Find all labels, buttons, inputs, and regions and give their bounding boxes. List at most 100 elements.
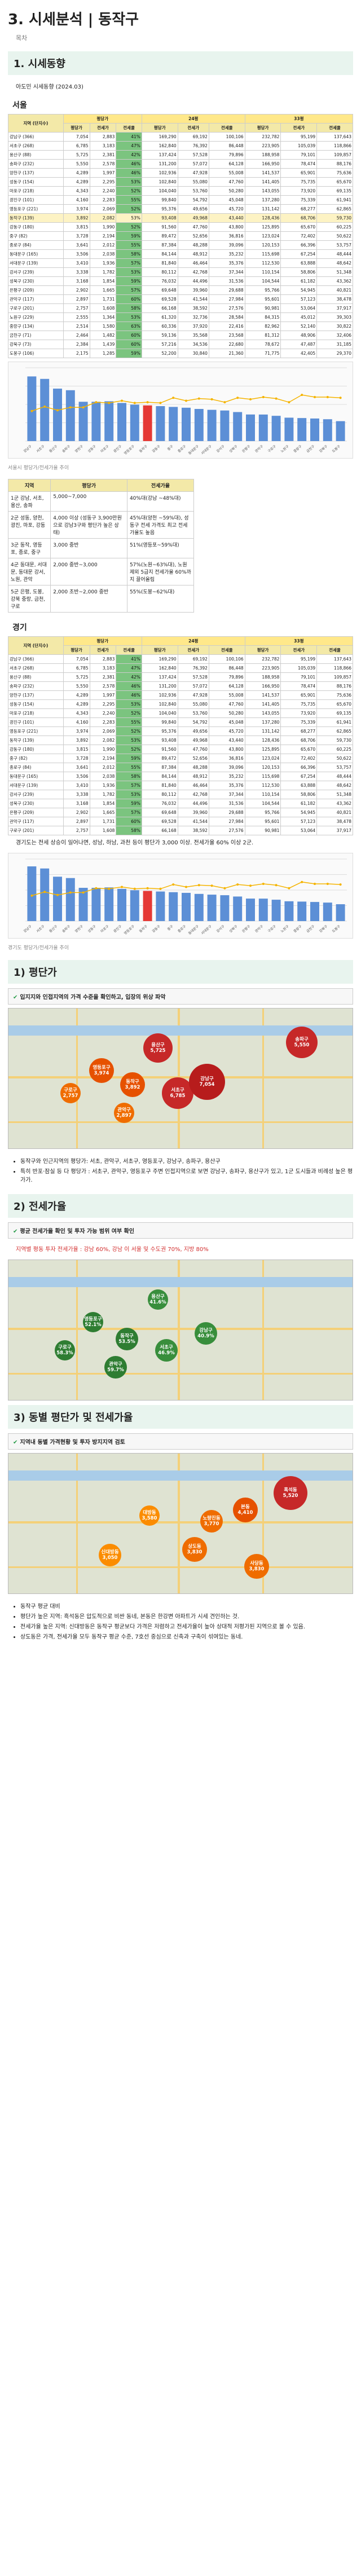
line-point	[236, 883, 239, 886]
map-bubble[interactable]: 구로구 58.3%	[55, 1340, 75, 1360]
bar	[258, 899, 268, 921]
table-cell: 동작구 (139)	[8, 213, 64, 223]
table-cell: 3,974	[63, 726, 90, 736]
tick-label: 성북구	[228, 924, 239, 933]
table-cell: 102,840	[141, 699, 178, 709]
map-bubble[interactable]: 용산구 41.6%	[148, 1289, 168, 1310]
table-cell: 3,815	[63, 222, 90, 232]
table-cell: 104,040	[141, 186, 178, 196]
tick-label: 종로구	[177, 924, 187, 933]
seoul-label: 서울	[12, 101, 27, 110]
map-bubble[interactable]: 서초구 46.9%	[155, 1339, 178, 1362]
table-cell: 47,928	[177, 690, 209, 700]
table-cell: 1,364	[89, 312, 117, 322]
map-bubble[interactable]: 용산구 5,725	[143, 1033, 173, 1063]
table-row: 강남구 (366) 7,054 2,883 41% 169,290 69,192 100,1…	[8, 132, 353, 142]
table-cell: 3,892	[63, 213, 90, 223]
table-cell: 57,072	[177, 681, 209, 691]
line-point	[301, 394, 303, 397]
road	[8, 1121, 353, 1123]
price-map[interactable]: 서초구 6,785 강남구 7,054 동작구 3,892 관악구 2,897 영등포구 3,97…	[8, 1008, 353, 1149]
toc-link[interactable]: 목차	[16, 34, 28, 42]
map-bubble[interactable]: 강남구 7,054	[189, 1064, 225, 1100]
map-bubble[interactable]: 서초구 6,785	[162, 1077, 193, 1109]
table-cell: 5,725	[63, 150, 90, 160]
bar	[220, 895, 230, 921]
table-cell: 68,706	[280, 213, 318, 223]
map-bubble[interactable]: 동작구 53.5%	[116, 1328, 138, 1350]
map-bubble[interactable]: 노량진동 3,770	[200, 1510, 223, 1533]
table-cell: 도봉구 (106)	[8, 349, 64, 358]
jeonse-map[interactable]: 동작구 53.5% 관악구 59.7% 서초구 46.9% 강남구 40.9% 영등포구 52.1…	[8, 1260, 353, 1401]
map-bubble[interactable]: 강남구 40.9%	[195, 1322, 217, 1345]
bar	[233, 412, 243, 441]
table-cell: 79,101	[280, 672, 318, 682]
map-bubble[interactable]: 송파구 5,550	[286, 1027, 318, 1058]
table-cell: 48,288	[177, 763, 209, 772]
table-cell: 57%	[116, 808, 142, 817]
map-bubble[interactable]: 상도동 3,830	[182, 1537, 207, 1562]
table-cell: 57,123	[280, 817, 318, 826]
bar	[297, 901, 307, 921]
map-bubble[interactable]: 관악구 2,897	[114, 1103, 134, 1123]
table-cell: 43,362	[316, 276, 353, 286]
map-bubble[interactable]: 흑석동 5,520	[274, 1476, 307, 1510]
tick-label: 용산구	[48, 444, 58, 453]
table-cell: 75,339	[280, 195, 318, 205]
table-cell: 232,782	[244, 654, 281, 664]
map-bubble[interactable]: 영등포구 3,974	[89, 1058, 114, 1083]
table-cell: 95,199	[280, 132, 318, 142]
table-cell: 1,608	[89, 303, 117, 313]
line-point	[339, 883, 342, 886]
table-subheader: 전세율	[208, 123, 245, 133]
table-cell: 4,289	[63, 168, 90, 178]
table-cell: 43,362	[316, 799, 353, 808]
map-bubble[interactable]: 영등포구 52.1%	[83, 1312, 103, 1332]
table-cell: 47,760	[177, 222, 209, 232]
table-cell: 2,578	[89, 159, 117, 169]
table-cell: 60%	[116, 294, 142, 304]
map-bubble[interactable]: 대방동 3,580	[139, 1505, 160, 1526]
table-cell: 2,897	[63, 294, 90, 304]
table-cell: 47,928	[177, 168, 209, 178]
table-row: 종로구 (84) 3,641 2,012 55% 87,384 48,288 39,096 1…	[8, 763, 353, 772]
tick-label: 은평구	[241, 444, 251, 453]
table-cell: 4,160	[63, 195, 90, 205]
gyeonggi-bar-chart: 강남구 서초구 용산구 송파구 양천구 성동구 마포구 광진구 영등포구 동작구 강동구 중구 종로구 동…	[23, 858, 347, 936]
table-cell: 53,064	[280, 303, 318, 313]
table-cell: 120,153	[244, 240, 281, 250]
table-cell: 79,101	[280, 150, 318, 160]
table-cell: 69,192	[177, 654, 209, 664]
table-cell: 40,821	[316, 285, 353, 295]
line-point	[43, 891, 46, 893]
table-cell: 3,168	[63, 276, 90, 286]
callout-text: 입지지와 인접지역의 가격 수준을 확인하고, 입장의 위상 파악	[20, 994, 166, 1001]
table-cell: 37,917	[316, 303, 353, 313]
tick-label: 동작구	[139, 444, 149, 453]
table-cell: 44,496	[177, 799, 209, 808]
check-icon: ✔	[13, 994, 18, 1001]
map-bubble[interactable]: 구로구 2,757	[60, 1083, 81, 1103]
table-cell: 118,866	[316, 663, 353, 673]
line-point	[326, 396, 329, 398]
table-cell: 29,688	[208, 808, 245, 817]
table-cell: 53,757	[316, 763, 353, 772]
dong-map[interactable]: 흑석동 5,520 본동 4,410 노량진동 3,770 상도동 3,830 대방동 3,580…	[8, 1453, 353, 1594]
tick-label: 성동구	[87, 924, 97, 933]
map-bubble[interactable]: 본동 4,410	[233, 1498, 258, 1522]
table-cell: 128,436	[244, 736, 281, 745]
tier-cell: 55%(도봉~62%대)	[126, 585, 195, 613]
table-cell: 57%	[116, 781, 142, 790]
map-bubble[interactable]: 사당동 3,830	[244, 1554, 269, 1579]
table-cell: 69,648	[141, 808, 178, 817]
tick-label: 은평구	[241, 924, 251, 933]
table-cell: 35,568	[177, 331, 209, 340]
line-point	[262, 883, 265, 885]
table-cell: 동작구 (139)	[8, 736, 64, 745]
map-bubble[interactable]: 관악구 59.7%	[104, 1356, 127, 1379]
table-cell: 61,941	[316, 195, 353, 205]
table-cell: 2,069	[89, 726, 117, 736]
map-bubble[interactable]: 신대방동 3,050	[99, 1544, 121, 1566]
map-bubble[interactable]: 동작구 3,892	[120, 1072, 145, 1097]
tier-header: 전세가율	[126, 479, 195, 492]
